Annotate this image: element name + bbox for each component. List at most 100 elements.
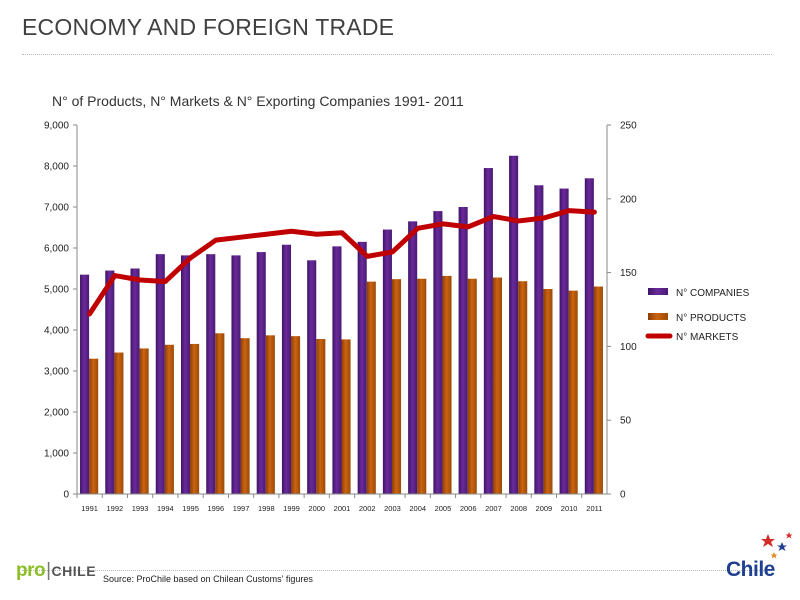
x-tick-label: 2006 [460, 504, 477, 513]
x-tick-label: 2003 [384, 504, 401, 513]
line-layer [87, 208, 597, 317]
x-tick-label: 1999 [283, 504, 300, 513]
x-tick-label: 1994 [157, 504, 174, 513]
chart-title: N° of Products, N° Markets & N° Exportin… [52, 93, 464, 109]
bar-companies [534, 185, 544, 494]
y-left-tick-label: 3,000 [44, 367, 69, 378]
bar-companies [105, 270, 115, 494]
bar-products [518, 281, 528, 494]
bar-products [593, 286, 603, 494]
bar-products [391, 279, 402, 494]
x-tick-label: 1998 [258, 504, 275, 513]
bar-products [139, 348, 149, 494]
bar-companies [231, 255, 241, 494]
x-tick-label: 2009 [536, 504, 553, 513]
chile-logo-text: Chile [726, 558, 775, 581]
legend-swatch-0 [648, 288, 668, 295]
bar-companies [559, 188, 569, 495]
x-tick-label: 1992 [107, 504, 124, 513]
x-tick-label: 2004 [409, 504, 426, 513]
bar-companies [509, 155, 519, 494]
prochile-logo: pro|CHILE [16, 560, 97, 581]
bar-companies [483, 168, 493, 495]
bar-companies [458, 207, 468, 494]
bars-layer [80, 155, 603, 495]
bar-companies [357, 241, 367, 494]
x-tick-label: 2007 [485, 504, 502, 513]
bar-products [467, 278, 477, 494]
x-tick-label: 2010 [561, 504, 578, 513]
bar-products [316, 339, 326, 494]
x-tick-label: 2002 [359, 504, 376, 513]
prochile-logo-pro: pro [16, 560, 46, 581]
bar-companies [281, 244, 292, 494]
bar-products [417, 278, 427, 494]
y-left-tick-label: 6,000 [44, 244, 69, 255]
legend-label: N° PRODUCTS [676, 313, 746, 324]
bar-products [265, 335, 275, 494]
y-right-tick-label: 250 [620, 121, 637, 132]
x-tick-label: 2011 [586, 504, 602, 513]
x-tick-label: 1997 [233, 504, 250, 513]
page-title: ECONOMY AND FOREIGN TRADE [22, 14, 395, 40]
bar-products [568, 290, 578, 494]
y-left-tick-label: 7,000 [44, 203, 69, 214]
y-left-tick-label: 5,000 [44, 285, 69, 296]
bar-companies [332, 246, 342, 494]
bar-products [164, 344, 174, 494]
bar-products [341, 339, 351, 494]
bar-products [215, 333, 225, 494]
y-left-tick-label: 0 [63, 490, 69, 501]
y-left-tick-label: 2,000 [44, 408, 69, 419]
y-left-tick-label: 1,000 [44, 449, 69, 460]
bar-companies [433, 211, 443, 494]
bar-companies [307, 260, 317, 494]
axes: 0 1,000 2,000 3,000 4,000 5,000 6,000 7,000 8,00… [44, 121, 637, 514]
bar-products [291, 336, 301, 494]
chile-brand-logo: Chile [716, 528, 800, 584]
source-note: Source: ProChile based on Chilean Custom… [103, 574, 313, 584]
x-tick-label: 1993 [132, 504, 149, 513]
bar-products [442, 275, 452, 494]
bar-companies [382, 229, 392, 495]
legend: N° COMPANIES N° PRODUCTS N° MARKETS [645, 288, 750, 343]
bar-products [366, 281, 376, 494]
x-tick-label: 1991 [81, 504, 98, 513]
top-divider [22, 54, 772, 55]
y-right-tick-label: 200 [620, 194, 637, 205]
y-right-tick-label: 100 [620, 342, 637, 353]
y-right-tick-label: 0 [620, 490, 626, 501]
bar-products [190, 343, 200, 494]
bar-companies [180, 255, 191, 494]
legend-label: N° COMPANIES [676, 288, 750, 299]
x-tick-label: 1996 [207, 504, 224, 513]
y-right-tick-label: 150 [620, 268, 637, 279]
x-tick-label: 2008 [510, 504, 527, 513]
y-left-tick-label: 8,000 [44, 162, 69, 173]
bar-companies [80, 274, 90, 494]
bar-companies [130, 268, 140, 494]
legend-swatch-1 [648, 313, 668, 320]
bar-products [240, 338, 250, 494]
bar-products [543, 289, 553, 494]
stars-icon [761, 532, 793, 559]
x-tick-label: 2001 [334, 504, 351, 513]
x-tick-label: 2000 [308, 504, 325, 513]
prochile-logo-chile: CHILE [51, 563, 97, 579]
bar-products [114, 352, 124, 494]
y-right-tick-label: 50 [620, 416, 632, 427]
bar-products [492, 277, 503, 494]
y-left-tick-label: 4,000 [44, 326, 69, 337]
x-tick-label: 2005 [435, 504, 452, 513]
y-left-tick-label: 9,000 [44, 121, 69, 132]
bar-products [89, 358, 99, 494]
bar-companies [256, 252, 266, 494]
bar-companies [408, 221, 418, 494]
bar-companies [584, 178, 594, 495]
legend-label: N° MARKETS [676, 332, 739, 343]
x-tick-label: 1995 [182, 504, 199, 513]
bottom-divider [22, 570, 772, 571]
bar-companies [206, 254, 216, 494]
bar-companies [155, 254, 165, 494]
